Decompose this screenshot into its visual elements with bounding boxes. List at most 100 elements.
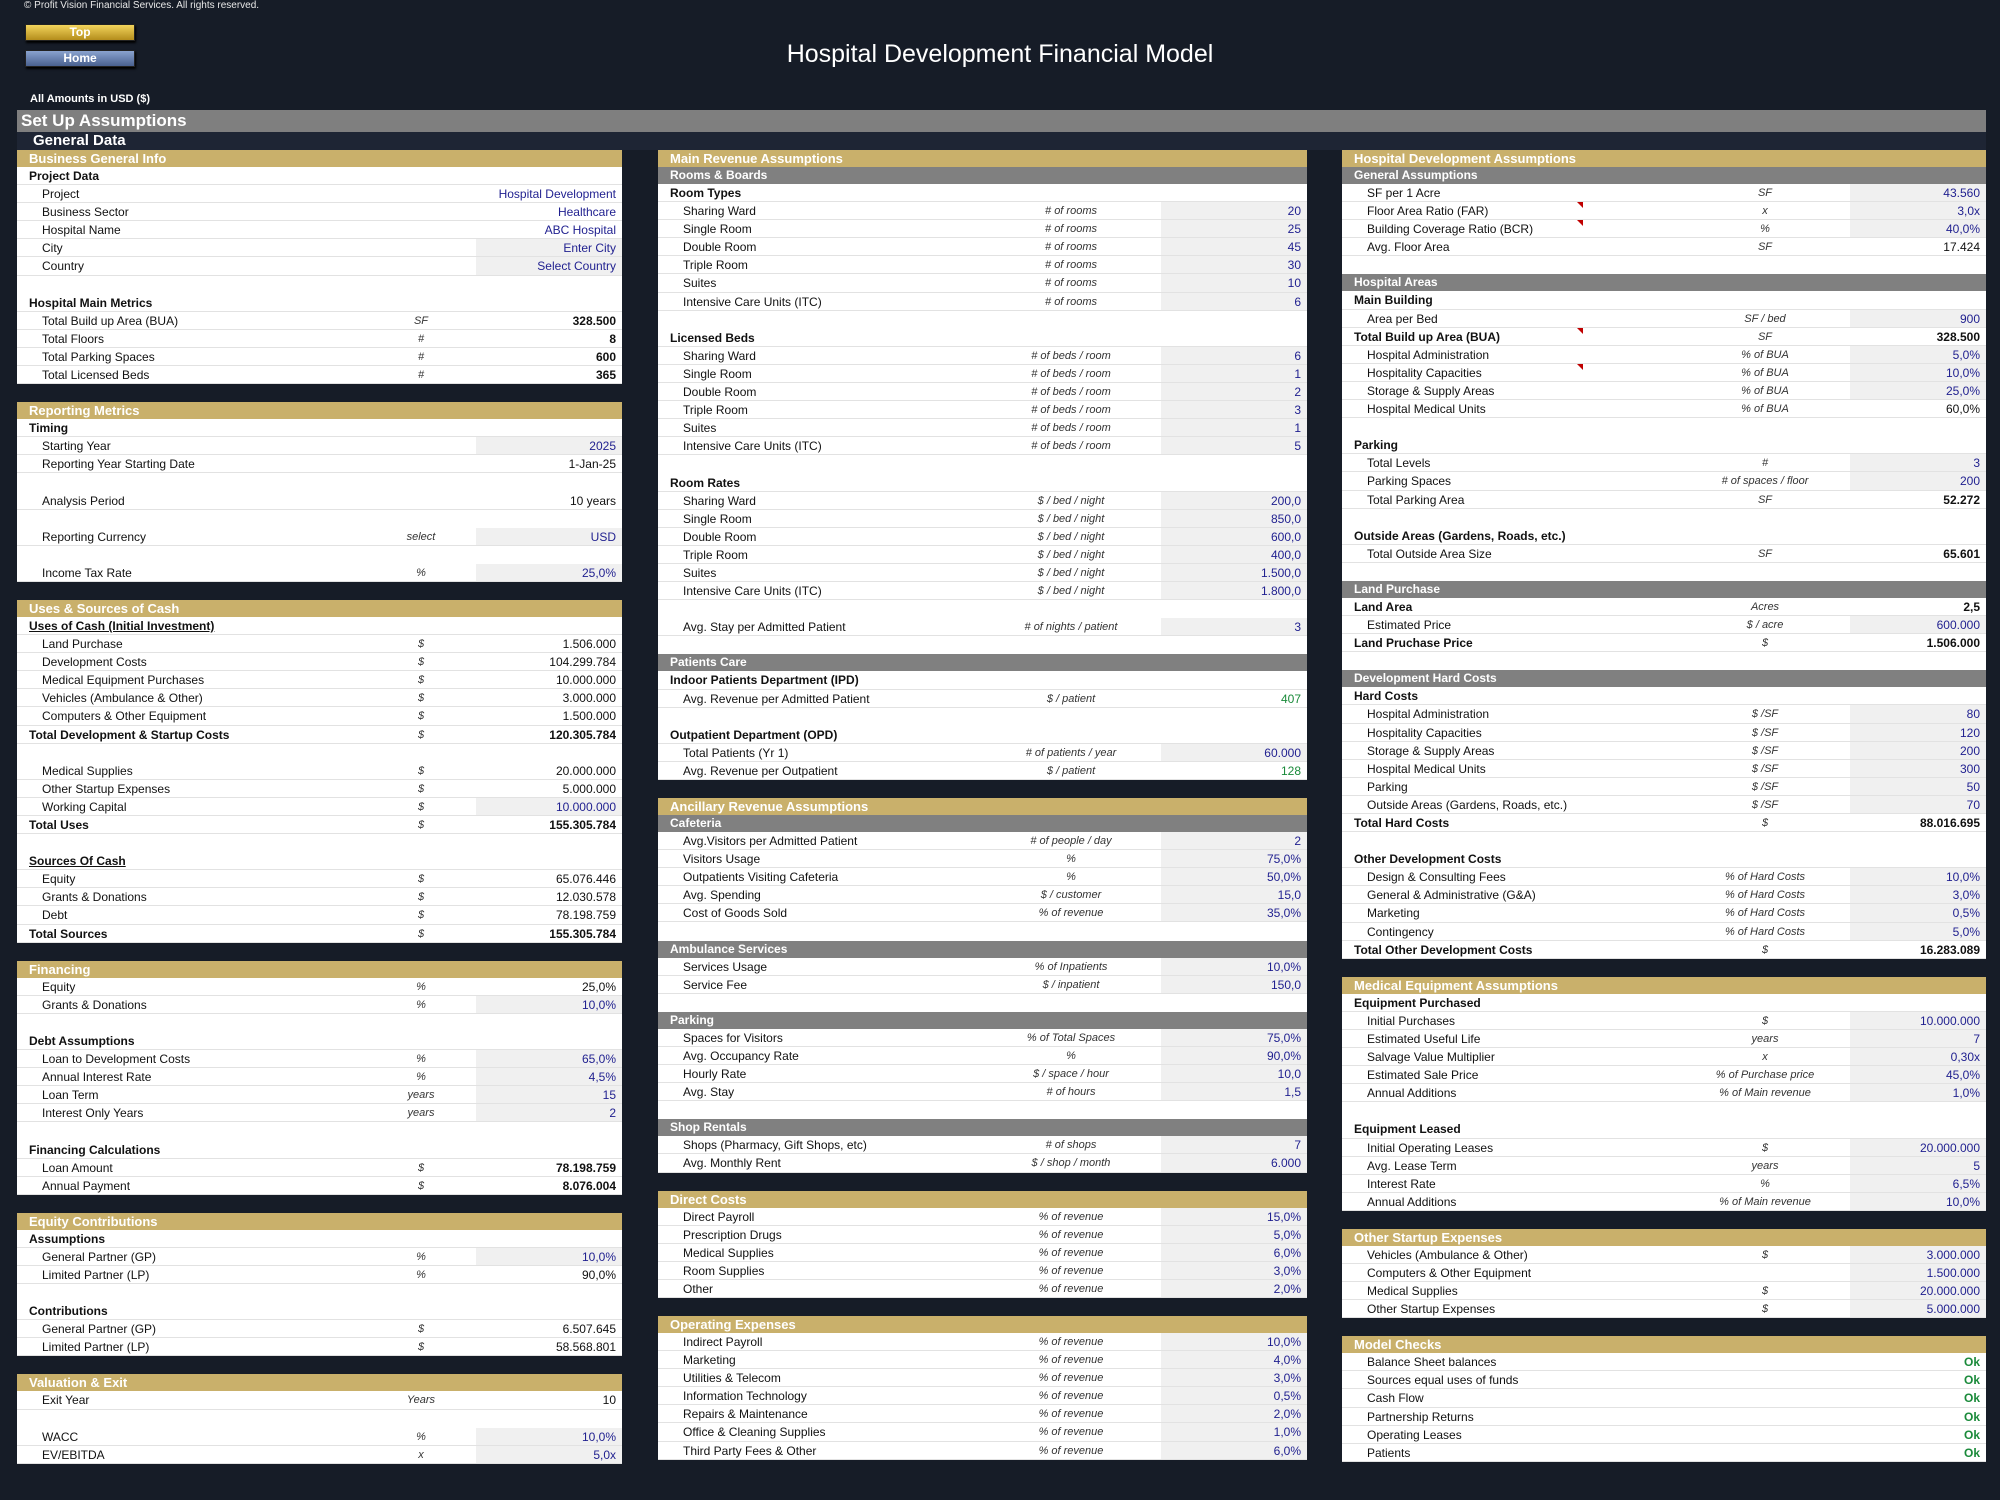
input-cell[interactable]: 10,0% — [1850, 363, 1986, 381]
input-cell[interactable]: 15 — [476, 1086, 622, 1104]
input-cell[interactable]: 850,0 — [1161, 509, 1307, 527]
input-cell[interactable]: 10,0% — [1850, 868, 1986, 886]
input-cell[interactable]: 45,0% — [1850, 1066, 1986, 1084]
input-cell[interactable]: 2 — [1161, 832, 1307, 850]
input-cell[interactable]: 5,0% — [1850, 922, 1986, 940]
input-cell[interactable]: 200 — [1850, 741, 1986, 759]
input-cell[interactable]: 1.500.000 — [1850, 1263, 1986, 1282]
input-cell[interactable]: 0,30x — [1850, 1048, 1986, 1066]
input-cell[interactable]: 10.000.000 — [1850, 1011, 1986, 1029]
input-cell[interactable]: 3.000.000 — [1850, 1245, 1986, 1263]
input-cell[interactable]: 10,0% — [476, 1427, 622, 1445]
input-cell[interactable]: 50,0% — [1161, 868, 1307, 886]
input-cell[interactable]: 4,0% — [1161, 1351, 1307, 1369]
input-cell[interactable]: 0,5% — [1161, 1387, 1307, 1405]
input-cell[interactable]: 400,0 — [1161, 545, 1307, 563]
input-cell[interactable]: 10,0% — [1161, 957, 1307, 975]
input-cell[interactable]: 2,0% — [1161, 1279, 1307, 1297]
blank-row — [17, 1284, 622, 1302]
input-cell[interactable]: 1,0% — [1161, 1423, 1307, 1441]
input-cell[interactable]: 2 — [1161, 383, 1307, 401]
input-cell[interactable]: 15,0 — [1161, 886, 1307, 904]
input-cell[interactable]: 20 — [1161, 202, 1307, 220]
input-cell[interactable]: 900 — [1850, 309, 1986, 327]
input-cell[interactable]: 10,0% — [1850, 1192, 1986, 1210]
input-cell[interactable]: 25,0% — [1850, 381, 1986, 400]
input-cell[interactable]: 25,0% — [476, 563, 622, 581]
input-cell[interactable]: 2 — [476, 1104, 622, 1122]
top-button[interactable]: Top — [25, 24, 135, 41]
input-cell[interactable]: 7 — [1850, 1029, 1986, 1048]
input-cell[interactable]: 60.000 — [1161, 743, 1307, 761]
input-cell[interactable]: 90,0% — [1161, 1046, 1307, 1065]
input-cell[interactable]: 25 — [1161, 220, 1307, 238]
input-cell[interactable]: 5 — [1850, 1156, 1986, 1174]
row-unit: # of beds / room — [1031, 349, 1111, 362]
input-cell[interactable]: 1.800,0 — [1161, 582, 1307, 600]
input-cell[interactable]: 75,0% — [1161, 1028, 1307, 1046]
input-cell[interactable]: 2,0% — [1161, 1405, 1307, 1423]
input-cell[interactable]: 5,0% — [1850, 345, 1986, 363]
input-cell[interactable]: 150,0 — [1161, 975, 1307, 993]
input-cell[interactable]: 3,0x — [1850, 202, 1986, 220]
input-cell[interactable]: 200 — [1850, 472, 1986, 490]
input-cell[interactable]: 10 — [1161, 274, 1307, 292]
input-cell[interactable]: 200,0 — [1161, 491, 1307, 509]
input-cell[interactable]: 7 — [1161, 1136, 1307, 1154]
input-cell[interactable]: 10.000.000 — [476, 797, 622, 815]
input-cell[interactable]: 10,0% — [1161, 1332, 1307, 1351]
input-cell[interactable]: 2025 — [476, 437, 622, 455]
input-cell[interactable]: 1 — [1161, 419, 1307, 437]
input-cell[interactable]: 20.000.000 — [1850, 1282, 1986, 1300]
input-cell[interactable]: 3 — [1161, 618, 1307, 636]
input-cell[interactable]: 3 — [1850, 454, 1986, 472]
input-cell[interactable]: 0,5% — [1850, 904, 1986, 922]
input-cell[interactable]: 30 — [1161, 256, 1307, 274]
input-cell[interactable]: 45 — [1161, 238, 1307, 256]
input-cell[interactable]: 75,0% — [1161, 850, 1307, 868]
input-cell[interactable]: Enter City — [476, 239, 622, 257]
input-cell[interactable]: 70 — [1850, 795, 1986, 813]
input-cell[interactable]: Select Country — [476, 257, 622, 275]
input-cell[interactable]: 6 — [1161, 292, 1307, 310]
input-cell[interactable]: 6,0% — [1161, 1243, 1307, 1261]
input-cell[interactable]: 120 — [1850, 723, 1986, 741]
row-label: General & Administrative (G&A) — [1367, 888, 1536, 903]
input-cell[interactable]: USD — [476, 527, 622, 545]
input-cell[interactable]: 43.560 — [1850, 184, 1986, 202]
input-cell[interactable]: 20.000.000 — [1850, 1138, 1986, 1156]
input-cell[interactable]: 10,0% — [476, 995, 622, 1013]
input-cell[interactable]: 10,0 — [1161, 1065, 1307, 1083]
input-cell[interactable]: 5 — [1161, 437, 1307, 455]
input-cell[interactable]: 600,0 — [1161, 527, 1307, 545]
input-cell[interactable]: 1,0% — [1850, 1084, 1986, 1102]
input-cell[interactable]: 10,0% — [476, 1247, 622, 1265]
input-cell[interactable]: 4,5% — [476, 1068, 622, 1086]
input-cell[interactable]: 6.000 — [1161, 1154, 1307, 1172]
data-row: Loan to Development Costs% 65,0% — [17, 1050, 622, 1069]
row-unit — [366, 239, 476, 256]
input-cell[interactable]: 1,5 — [1161, 1083, 1307, 1101]
input-cell[interactable]: 1 — [1161, 364, 1307, 383]
input-cell[interactable]: 3,0% — [1161, 1261, 1307, 1279]
input-cell[interactable]: 65,0% — [476, 1050, 622, 1068]
input-cell[interactable]: 5,0x — [476, 1445, 622, 1463]
input-cell[interactable]: 600.000 — [1850, 616, 1986, 634]
input-cell[interactable]: 6,5% — [1850, 1174, 1986, 1192]
input-cell[interactable]: 300 — [1850, 759, 1986, 777]
input-cell[interactable]: 1.500,0 — [1161, 563, 1307, 582]
input-cell[interactable]: 6,0% — [1161, 1441, 1307, 1459]
input-cell[interactable]: 3,0% — [1850, 886, 1986, 904]
input-cell[interactable]: 35,0% — [1161, 904, 1307, 922]
input-cell[interactable]: 80 — [1850, 705, 1986, 723]
input-cell[interactable]: 3 — [1161, 401, 1307, 419]
input-cell[interactable]: 5.000.000 — [1850, 1300, 1986, 1318]
home-button[interactable]: Home — [25, 50, 135, 67]
input-cell[interactable]: 3,0% — [1161, 1369, 1307, 1387]
panel-gap — [17, 582, 622, 600]
input-cell[interactable]: 50 — [1850, 777, 1986, 795]
input-cell[interactable]: 15,0% — [1161, 1207, 1307, 1225]
input-cell[interactable]: 6 — [1161, 346, 1307, 364]
input-cell[interactable]: 40,0% — [1850, 220, 1986, 238]
input-cell[interactable]: 5,0% — [1161, 1225, 1307, 1243]
